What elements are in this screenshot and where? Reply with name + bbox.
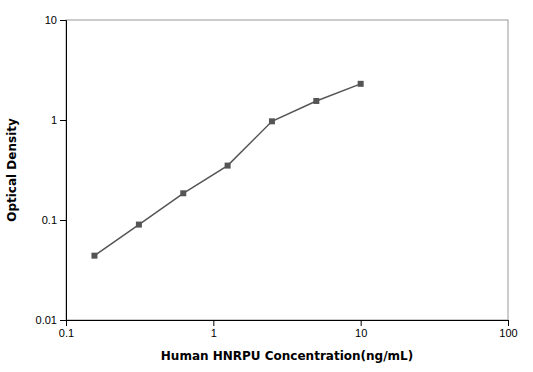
tick: 100 bbox=[499, 320, 517, 339]
tick-mark bbox=[213, 320, 214, 326]
tick-mark bbox=[60, 120, 66, 121]
tick-label: 0.01 bbox=[36, 314, 57, 326]
marker bbox=[313, 98, 319, 104]
tick-mark bbox=[508, 320, 509, 326]
tick-label: 100 bbox=[499, 327, 517, 339]
tick-mark bbox=[60, 20, 66, 21]
tick-mark bbox=[361, 320, 362, 326]
tick: 0.1 bbox=[42, 214, 66, 226]
marker bbox=[225, 163, 231, 169]
line bbox=[94, 84, 360, 256]
tick: 1 bbox=[51, 114, 66, 126]
marks bbox=[91, 81, 363, 259]
marker bbox=[91, 253, 97, 259]
tick-label: 0.1 bbox=[59, 327, 74, 339]
chart: 0.11101000.010.1110Human HNRPU Concentra… bbox=[0, 0, 533, 372]
tick-label: 0.1 bbox=[42, 214, 57, 226]
tick-label: 1 bbox=[211, 327, 217, 339]
x-axis: 0.1 1 10 100 bbox=[59, 320, 518, 339]
y-axis: 0.01 0.1 1 10 bbox=[36, 14, 67, 326]
tick: 0.1 bbox=[59, 320, 74, 339]
tick-label: 1 bbox=[51, 114, 57, 126]
plot-frame bbox=[66, 20, 508, 320]
marker bbox=[136, 222, 142, 228]
marker bbox=[269, 118, 275, 124]
x-axis-title: Human HNRPU Concentration(ng/mL) bbox=[161, 349, 413, 363]
tick: 10 bbox=[45, 14, 66, 26]
marker bbox=[358, 81, 364, 87]
tick: 1 bbox=[211, 320, 217, 339]
tick-label: 10 bbox=[355, 327, 367, 339]
marker bbox=[180, 190, 186, 196]
axis-line bbox=[67, 321, 509, 327]
plot: 0.11101000.010.1110Human HNRPU Concentra… bbox=[5, 14, 518, 363]
tick-mark bbox=[60, 220, 66, 221]
tick: 0.01 bbox=[36, 314, 66, 326]
tick-label: 10 bbox=[45, 14, 57, 26]
tick: 10 bbox=[355, 320, 367, 339]
tick-mark bbox=[60, 320, 66, 321]
y-axis-title: Optical Density bbox=[5, 118, 19, 222]
axis-line bbox=[60, 21, 67, 321]
